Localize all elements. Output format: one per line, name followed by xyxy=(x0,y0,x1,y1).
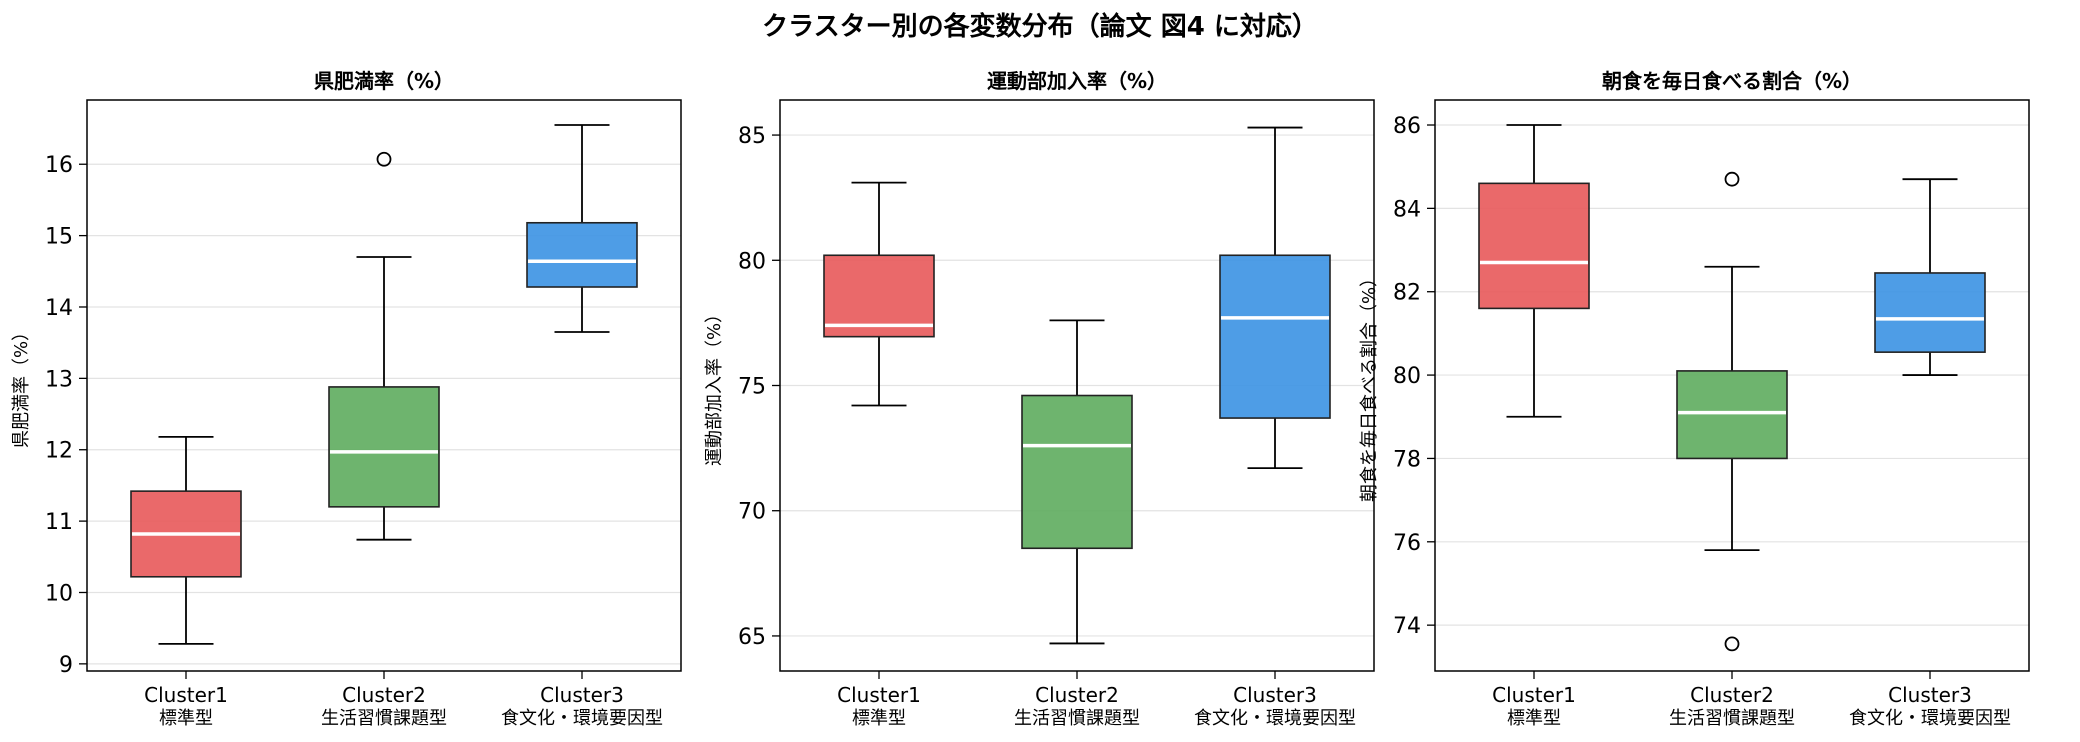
x-tick-label-sub: 標準型 xyxy=(1507,708,1561,729)
y-tick-label: 70 xyxy=(738,500,766,525)
x-tick-label: Cluster1 xyxy=(1492,683,1576,707)
y-tick-label: 76 xyxy=(1393,531,1421,556)
x-tick-label-sub: 食文化・環境要因型 xyxy=(1849,708,2011,729)
box-iqr xyxy=(1874,272,1986,353)
box-1 xyxy=(1478,124,1590,418)
panel-title: 朝食を毎日食べる割合（%） xyxy=(1602,69,1862,93)
x-tick-label-sub: 食文化・環境要因型 xyxy=(1194,708,1356,729)
outlier-point xyxy=(376,151,392,167)
box-3 xyxy=(526,124,638,333)
x-tick-label: Cluster3 xyxy=(1233,683,1317,707)
box-iqr xyxy=(1219,254,1331,419)
box-iqr xyxy=(526,221,638,288)
box-2 xyxy=(1676,171,1788,652)
x-tick-label-sub: 生活習慣課題型 xyxy=(321,708,447,729)
y-tick-label: 12 xyxy=(45,439,73,464)
y-tick-label: 9 xyxy=(59,653,73,678)
y-tick-label: 85 xyxy=(738,124,766,149)
y-tick-label: 11 xyxy=(45,510,73,535)
outlier-point xyxy=(1724,636,1740,652)
y-tick-label: 10 xyxy=(45,581,73,606)
x-tick-label-sub: 食文化・環境要因型 xyxy=(501,708,663,729)
y-tick-label: 80 xyxy=(1393,364,1421,389)
axes-frame xyxy=(1434,99,2030,672)
x-tick-label: Cluster1 xyxy=(837,683,921,707)
y-tick-label: 65 xyxy=(738,625,766,650)
x-tick-label: Cluster3 xyxy=(540,683,624,707)
y-tick-label: 13 xyxy=(45,367,73,392)
box-iqr xyxy=(1478,182,1590,310)
y-tick-label: 86 xyxy=(1393,114,1421,139)
y-tick-label: 84 xyxy=(1393,197,1421,222)
y-axis-label: 朝食を毎日食べる割合（%） xyxy=(1359,269,1380,502)
y-tick-label: 74 xyxy=(1393,614,1421,639)
y-tick-label: 15 xyxy=(45,225,73,250)
outlier-point xyxy=(1724,171,1740,187)
axes-frame xyxy=(779,99,1375,672)
panel-title: 県肥満率（%） xyxy=(314,69,454,93)
x-tick-label: Cluster3 xyxy=(1888,683,1972,707)
panel-title: 運動部加入率（%） xyxy=(987,69,1167,93)
y-tick-label: 75 xyxy=(738,375,766,400)
x-tick-label: Cluster2 xyxy=(1690,683,1774,707)
box-2 xyxy=(1021,319,1133,645)
y-axis-label: 運動部加入率（%） xyxy=(704,305,725,466)
box-iqr xyxy=(823,254,935,338)
x-tick-label: Cluster1 xyxy=(144,683,228,707)
y-tick-label: 80 xyxy=(738,249,766,274)
x-tick-label: Cluster2 xyxy=(1035,683,1119,707)
y-tick-label: 82 xyxy=(1393,281,1421,306)
box-1 xyxy=(130,435,242,645)
x-tick-label: Cluster2 xyxy=(342,683,426,707)
y-tick-label: 16 xyxy=(45,153,73,178)
y-tick-label: 14 xyxy=(45,296,73,321)
x-tick-label-sub: 標準型 xyxy=(159,708,213,729)
box-iqr xyxy=(1021,394,1133,550)
x-tick-label-sub: 生活習慣課題型 xyxy=(1014,708,1140,729)
box-2 xyxy=(328,151,440,541)
x-tick-label-sub: 標準型 xyxy=(852,708,906,729)
x-tick-label-sub: 生活習慣課題型 xyxy=(1669,708,1795,729)
y-tick-label: 78 xyxy=(1393,447,1421,472)
box-iqr xyxy=(1676,370,1788,460)
box-3 xyxy=(1219,126,1331,470)
y-axis-label: 県肥満率（%） xyxy=(11,323,32,448)
axes-frame xyxy=(86,99,682,672)
box-3 xyxy=(1874,178,1986,376)
figure-title: クラスター別の各変数分布（論文 図4 に対応） xyxy=(762,12,1318,42)
box-iqr xyxy=(328,386,440,508)
box-1 xyxy=(823,181,935,407)
